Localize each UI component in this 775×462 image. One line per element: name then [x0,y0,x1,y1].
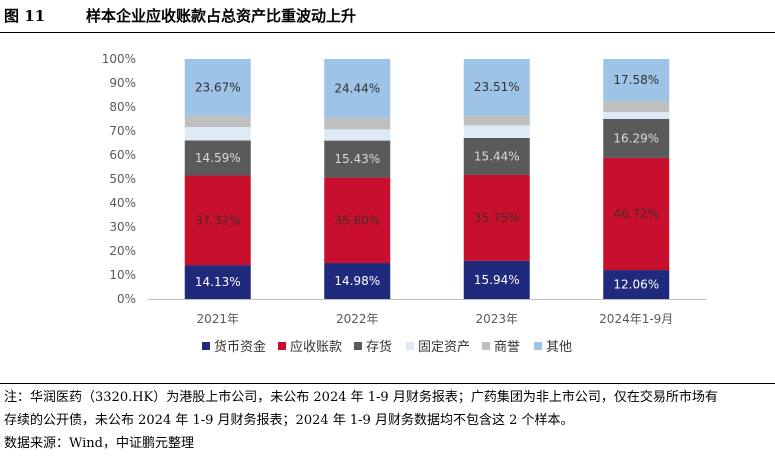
legend-label: 商誉 [494,340,520,355]
figure-title: 样本企业应收账款占总资产比重波动上升 [86,7,357,25]
bars: 14.13% 37.32% 14.59% 23.67% 14.98% 35.60% 15.4… [184,59,670,299]
legend-swatch [482,342,490,350]
legend-label: 存货 [366,339,392,355]
x-tick-label: 2021年 [196,312,239,326]
data-label: 35.75% [474,211,520,225]
y-tick-label: 60% [109,148,136,162]
bar-segment-商誉 [324,117,391,130]
stacked-bar-chart: 0% 10% 20% 30% 40% 50% 60% 70% 80% 90% 100% 14.13%… [102,52,706,355]
bar-segment-存货 [324,140,391,178]
x-axis: 2021年 2022年 2023年 2024年1-9月 [148,299,706,326]
data-label: 16.29% [613,131,659,145]
bar-segment-商誉 [184,115,251,128]
legend-swatch [534,342,542,350]
bar-segment-存货 [463,137,530,175]
y-tick-label: 80% [109,100,136,114]
data-source: 数据来源：Wind，中证鹏元整理 [4,436,194,451]
legend-swatch [278,342,286,350]
legend-label: 货币资金 [214,339,266,355]
bar-segment-应收账款 [603,157,670,271]
bar-segment-货币资金 [603,270,670,299]
bar-segment-应收账款 [463,174,530,261]
bar-segment-商誉 [463,115,530,126]
data-label: 37.32% [195,213,241,227]
bar-segment-其他 [603,59,670,102]
legend-label: 应收账款 [290,339,342,355]
data-label: 23.51% [474,80,520,94]
y-tick-label: 20% [109,244,136,258]
y-tick-label: 0% [117,292,136,306]
y-tick-label: 50% [109,172,136,186]
y-tick-label: 40% [109,196,136,210]
data-label: 12.06% [613,278,659,292]
bar-segment-货币资金 [324,263,391,299]
y-tick-label: 10% [109,268,136,282]
figure-header: 图 11 样本企业应收账款占总资产比重波动上升 [0,0,775,33]
data-label: 24.44% [334,81,380,95]
legend-label: 固定资产 [418,340,470,355]
data-label: 23.67% [195,80,241,94]
y-tick-label: 90% [109,76,136,90]
bar-segment-固定资产 [184,127,251,141]
x-tick-label: 2022年 [336,312,379,326]
legend-swatch [202,342,210,350]
bar-segment-其他 [324,59,391,118]
bar-segment-固定资产 [324,129,391,141]
y-tick-label: 70% [109,124,136,138]
bar-segment-存货 [603,118,670,158]
legend: 货币资金 应收账款 存货 固定资产 商誉 其他 [202,339,572,355]
data-label: 15.44% [474,149,520,163]
x-tick-label: 2024年1-9月 [599,312,673,326]
x-tick-label: 2023年 [475,312,518,326]
legend-label: 其他 [546,340,572,355]
y-tick-label: 30% [109,220,136,234]
bar-segment-应收账款 [324,177,391,264]
note-line-2: 存续的公开债，未公布 2024 年 1-9 月财务报表；2024 年 1-9 月… [4,413,574,428]
bar-segment-其他 [463,59,530,116]
y-tick-label: 100% [102,52,136,66]
figure-number: 图 11 [4,7,46,25]
bar-segment-货币资金 [463,260,530,299]
data-label: 15.43% [334,152,380,166]
bar-segment-其他 [184,59,251,116]
data-label: 17.58% [613,73,659,87]
data-label: 15.94% [474,273,520,287]
bar-segment-固定资产 [603,112,670,119]
data-label: 14.13% [195,275,241,289]
y-axis: 0% 10% 20% 30% 40% 50% 60% 70% 80% 90% 100% [102,52,136,306]
legend-swatch [354,342,362,350]
bar-segment-应收账款 [184,175,251,266]
bar-segment-存货 [184,140,251,176]
data-label: 14.59% [195,151,241,165]
bar-segment-货币资金 [184,265,251,299]
data-label: 14.98% [334,274,380,288]
bar-segment-固定资产 [463,125,530,138]
note-line-1: 注：华润医药（3320.HK）为港股上市公司，未公布 2024 年 1-9 月财… [4,390,718,405]
data-label: 35.60% [334,213,380,227]
bar-segment-商誉 [603,101,670,113]
data-label: 46.72% [613,207,659,221]
notes: 注：华润医药（3320.HK）为港股上市公司，未公布 2024 年 1-9 月财… [0,383,775,455]
legend-swatch [406,342,414,350]
